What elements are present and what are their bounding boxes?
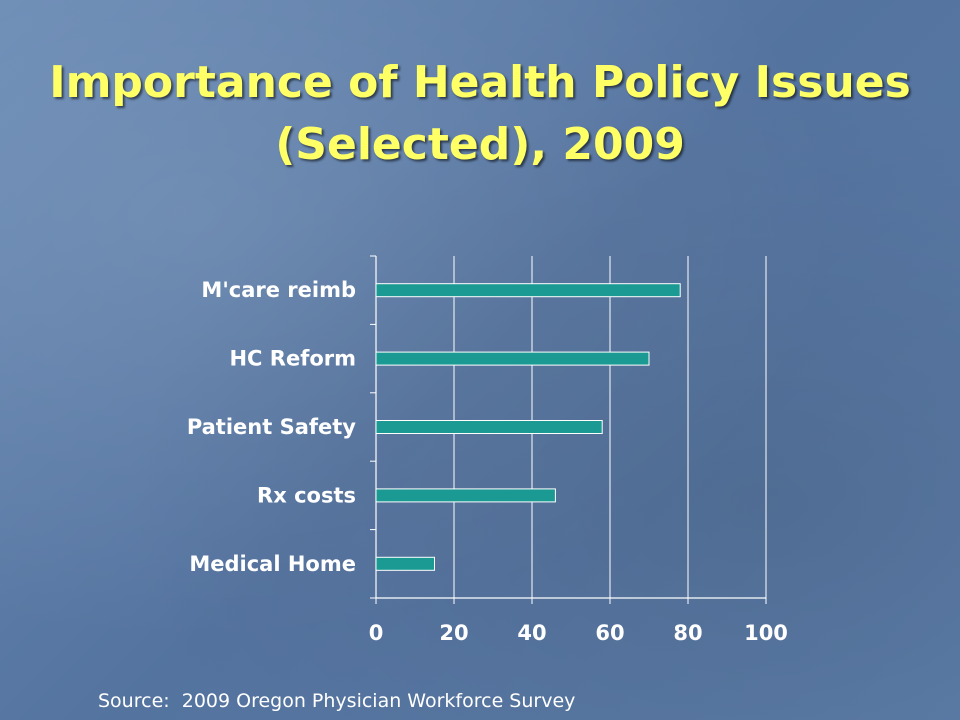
x-tick-label: 20 [439, 621, 468, 645]
bar [375, 488, 556, 503]
x-tick-label: 40 [517, 621, 546, 645]
bar [375, 420, 603, 434]
x-tick-label: 100 [744, 621, 788, 645]
category-label: Medical Home [189, 552, 356, 576]
x-tick-label: 0 [369, 621, 384, 645]
bar [375, 556, 435, 571]
bar [375, 283, 681, 298]
slide-title-line2: (Selected), 2009 [275, 119, 685, 170]
slide-title: Importance of Health Policy Issues (Sele… [0, 52, 960, 176]
category-label: Patient Safety [187, 415, 356, 439]
category-label: Rx costs [257, 483, 356, 507]
x-tick-label: 80 [673, 621, 702, 645]
slide-title-line1: Importance of Health Policy Issues [49, 57, 911, 108]
x-tick-label: 60 [595, 621, 624, 645]
category-label: M'care reimb [201, 278, 356, 302]
category-label: HC Reform [229, 347, 356, 371]
bar [375, 351, 650, 366]
source-note: Source: 2009 Oregon Physician Workforce … [98, 690, 576, 712]
